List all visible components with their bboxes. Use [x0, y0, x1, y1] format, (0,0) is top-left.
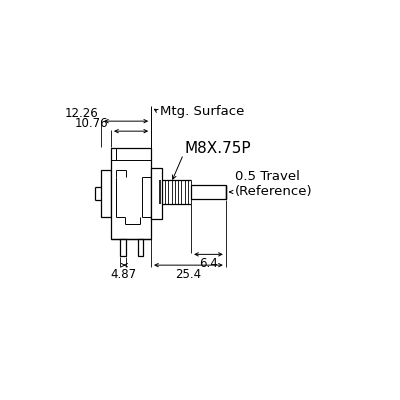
- Bar: [101, 170, 111, 218]
- Text: 0.5 Travel
(Reference): 0.5 Travel (Reference): [235, 170, 313, 198]
- Bar: [120, 239, 126, 256]
- Text: M8X.75P: M8X.75P: [185, 141, 252, 156]
- Bar: [111, 148, 151, 239]
- Text: 25.4: 25.4: [175, 268, 202, 281]
- Bar: [138, 239, 143, 256]
- Text: 12.26: 12.26: [64, 107, 98, 120]
- Bar: [191, 185, 226, 199]
- Text: Mtg. Surface: Mtg. Surface: [160, 106, 245, 118]
- Text: 6.4: 6.4: [199, 258, 218, 270]
- Bar: [151, 168, 162, 219]
- Text: 10.76: 10.76: [74, 117, 108, 130]
- Text: 4.87: 4.87: [110, 268, 136, 281]
